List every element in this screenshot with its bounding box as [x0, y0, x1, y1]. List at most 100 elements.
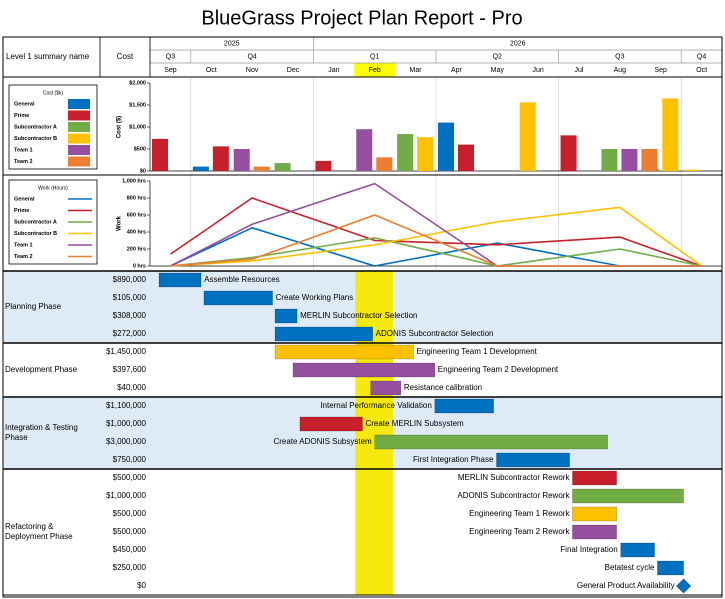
y-tick-label: 0 hrs: [133, 263, 146, 269]
legend-swatch: [68, 156, 90, 167]
task-name: MERLIN Subcontractor Selection: [300, 311, 417, 320]
y-tick-label: 1,000 hrs: [122, 178, 146, 184]
legend-swatch: [68, 122, 90, 132]
phase-name: Integration & Testing Phase: [5, 423, 78, 442]
bar: [397, 134, 414, 171]
task-bar: [657, 560, 684, 576]
phase-name-box: Integration & Testing Phase: [5, 423, 78, 442]
bar: [683, 169, 700, 171]
y-tick-label: 200 hrs: [127, 246, 146, 252]
task-cost: $40,000: [117, 383, 146, 392]
task-cost: $1,450,000: [106, 347, 147, 356]
report-title: BlueGrass Project Plan Report - Pro: [201, 7, 522, 29]
current-month-highlight: [354, 63, 396, 77]
legend-label: Team 2: [14, 159, 33, 165]
name-column-header: Level 1 summary name: [6, 52, 90, 61]
task-cost: $3,000,000: [106, 437, 147, 446]
work-line: [170, 226, 702, 267]
quarter-label: Q3: [166, 53, 175, 60]
task-cost: $397,600: [113, 365, 147, 374]
task-name: Assemble Resources: [204, 275, 280, 284]
year-label: 2025: [224, 40, 240, 47]
legend-label: Subcontractor A: [14, 124, 57, 130]
legend-title: Work (Hours): [38, 185, 68, 191]
task-cost: $1,000,000: [106, 419, 147, 428]
task-bar: [292, 362, 436, 378]
legend-swatch: [68, 110, 90, 121]
bar: [253, 166, 270, 171]
bar: [274, 163, 291, 171]
bar: [233, 149, 250, 171]
y-tick-label: $1,000: [129, 124, 146, 130]
legend-label: Team 1: [14, 147, 33, 153]
task-bar: [158, 272, 202, 288]
bar: [356, 129, 373, 171]
legend-label: General: [14, 101, 35, 107]
task-bar: [496, 452, 570, 468]
month-label: Nov: [246, 67, 259, 74]
table-frame: [2, 36, 723, 598]
month-label: May: [491, 67, 505, 74]
task-name: Resistance calibration: [404, 383, 482, 392]
task-bar: [299, 416, 363, 432]
task-cost: $250,000: [113, 563, 147, 572]
month-label: Oct: [696, 67, 707, 74]
month-label: Mar: [410, 67, 423, 74]
quarter-label: Q2: [493, 53, 502, 60]
legend-label: Subcontractor A: [14, 219, 57, 225]
task-name: First Integration Phase: [413, 455, 494, 464]
month-label: Jun: [532, 67, 543, 74]
month-label: Apr: [451, 67, 463, 74]
task-cost: $500,000: [113, 473, 147, 482]
task-name: Create MERLIN Subsystem: [365, 419, 464, 428]
task-cost: $1,000,000: [106, 491, 147, 500]
legend-swatch: [68, 133, 90, 144]
task-bar: [370, 380, 402, 396]
task-name: General Product Availability: [577, 581, 675, 590]
task-cost: $0: [137, 581, 146, 590]
month-label: Sep: [164, 67, 177, 74]
bar: [662, 98, 679, 171]
task-bar: [203, 290, 273, 306]
bar: [315, 160, 332, 171]
task-bar: [572, 470, 617, 486]
task-bar: [274, 326, 373, 342]
task-cost: $1,100,000: [106, 401, 147, 410]
phase-name: Development Phase: [5, 365, 78, 374]
task-bar: [374, 434, 608, 450]
bar: [212, 146, 229, 171]
phase-name: Planning Phase: [5, 302, 62, 311]
current-date-band: [355, 271, 394, 595]
task-bar: [434, 398, 494, 414]
y-tick-label: 800 hrs: [127, 195, 146, 201]
legend-swatch: [68, 99, 90, 109]
bar: [438, 122, 454, 171]
task-cost: $308,000: [113, 311, 147, 320]
cost-column-header: Cost: [117, 52, 134, 61]
task-cost: $500,000: [113, 509, 147, 518]
work-line: [170, 214, 702, 267]
legend-title: Cost ($k): [43, 90, 64, 96]
task-name: Create ADONIS Subsystem: [273, 437, 372, 446]
bar: [621, 149, 638, 171]
legend-label: Team 1: [14, 242, 33, 248]
milestone: [676, 578, 692, 594]
task-bar: [572, 506, 617, 522]
legend-label: Team 2: [14, 254, 33, 260]
legend-swatch: [68, 145, 90, 155]
bar: [641, 149, 658, 171]
task-bar: [572, 524, 617, 540]
y-tick-label: 400 hrs: [127, 229, 146, 235]
phase-name-box: Planning Phase: [5, 302, 62, 311]
bar: [519, 102, 536, 171]
legend-label: Prime: [14, 113, 29, 119]
task-name: Final Integration: [560, 545, 617, 554]
task-cost: $105,000: [113, 293, 147, 302]
task-cost: $890,000: [113, 275, 147, 284]
month-label: Feb: [369, 67, 381, 74]
phase-name: Refactoring & Deployment Phase: [5, 522, 73, 541]
task-name: Betatest cycle: [605, 563, 655, 572]
quarter-label: Q1: [370, 53, 379, 60]
bar: [376, 157, 393, 171]
task-name: ADONIS Subcontractor Selection: [376, 329, 494, 338]
